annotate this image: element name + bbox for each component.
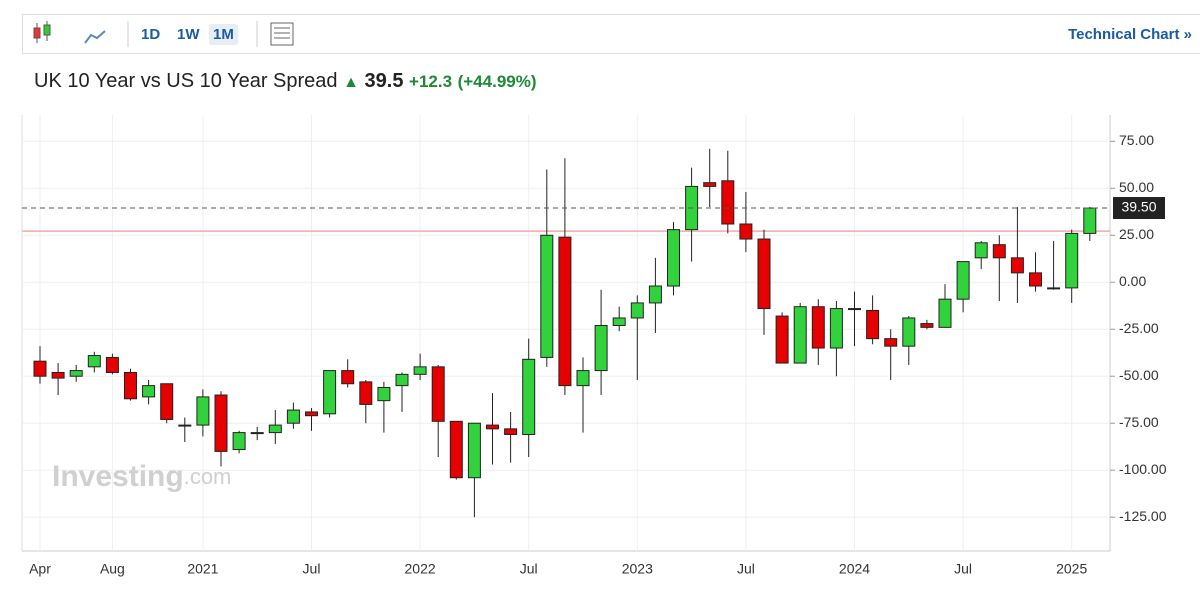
candle-body	[51, 371, 65, 379]
candle-body	[359, 381, 373, 405]
candle-body	[793, 306, 807, 364]
y-tick-label: -25.00	[1119, 320, 1159, 336]
candle-body	[160, 383, 174, 420]
watermark-suffix: .com	[184, 464, 232, 489]
candle-body	[866, 309, 880, 340]
candle-body	[486, 424, 499, 430]
candle-body	[1047, 287, 1061, 290]
candle-body	[87, 355, 101, 368]
candle-body	[630, 302, 644, 319]
header: UK 10 Year vs US 10 Year Spread ▲ 39.5 +…	[34, 70, 537, 93]
candle-body	[105, 356, 119, 373]
candle-body	[33, 360, 47, 377]
x-tick-label: Apr	[29, 561, 51, 577]
change: +12.3	[409, 72, 453, 91]
change-pct: (+44.99%)	[457, 72, 537, 91]
candle-body	[1029, 272, 1042, 287]
candle-body	[124, 371, 137, 400]
candle-body	[576, 370, 590, 387]
y-tick-label: -50.00	[1119, 367, 1159, 383]
candle-body	[558, 236, 572, 387]
candle-body	[938, 298, 952, 328]
y-tick-label: 50.00	[1119, 179, 1154, 195]
candle-body	[286, 409, 300, 424]
y-tick-label: 75.00	[1119, 132, 1154, 148]
last-price-label: 39.50	[1121, 199, 1156, 215]
candle-body	[377, 387, 391, 402]
x-tick-label: Jul	[303, 561, 321, 577]
candle-body	[142, 385, 156, 398]
candle-body	[178, 424, 192, 427]
candle-body	[1083, 207, 1097, 234]
technical-chart-link[interactable]: Technical Chart »	[1068, 26, 1192, 43]
candle-body	[305, 411, 318, 417]
candle-body	[323, 370, 337, 415]
x-tick-label: 2023	[622, 561, 653, 577]
candle-body	[69, 370, 83, 377]
candle-body	[703, 182, 717, 187]
candle-body	[757, 238, 771, 310]
candle-body	[612, 317, 626, 326]
interval-button[interactable]: 1W	[177, 26, 200, 43]
candle-body	[974, 242, 988, 259]
candle-body	[956, 261, 970, 300]
toolbar-icons	[33, 21, 129, 47]
candle-body	[648, 285, 662, 304]
x-tick-label: 2025	[1056, 561, 1087, 577]
x-tick-label: Jul	[737, 561, 755, 577]
price: 39.5	[364, 70, 404, 92]
candle-body	[1065, 232, 1079, 289]
toolbar: 1D 1W 1M Technical Chart »	[22, 14, 1200, 54]
candle-body	[848, 308, 861, 311]
candle-body	[268, 424, 282, 434]
candle-body	[667, 229, 680, 287]
up-arrow: ▲	[343, 74, 359, 91]
candle-body	[1010, 257, 1024, 274]
x-tick-label: Jul	[954, 561, 972, 577]
title: UK 10 Year vs US 10 Year Spread	[34, 70, 338, 92]
watermark: Investing.com	[52, 460, 231, 493]
interval-button[interactable]: 1D	[141, 26, 161, 43]
candle-body	[449, 420, 463, 479]
candle-body	[214, 394, 228, 452]
candle-body	[594, 324, 608, 372]
x-tick-label: Aug	[100, 561, 125, 577]
candle-body	[341, 370, 355, 385]
layout-icon[interactable]	[255, 15, 295, 53]
candle-body	[232, 432, 246, 451]
candle-body	[739, 223, 753, 240]
y-tick-label: 25.00	[1119, 226, 1154, 242]
candle-body	[431, 366, 445, 422]
candle-body	[811, 306, 825, 349]
x-tick-label: Jul	[520, 561, 538, 577]
x-tick-label: 2022	[405, 561, 436, 577]
candle-body	[920, 323, 934, 328]
y-tick-label: -100.00	[1119, 461, 1167, 477]
x-tick-label: 2024	[839, 561, 870, 577]
candle-body	[196, 396, 210, 426]
interval-button[interactable]: 1M	[209, 24, 238, 45]
x-tick-label: 2021	[187, 561, 218, 577]
candle-body	[775, 315, 789, 364]
y-tick-label: -125.00	[1119, 508, 1167, 524]
candle-body	[685, 185, 699, 231]
candle-body	[504, 428, 518, 435]
candle-body	[902, 317, 916, 347]
candle-body	[250, 432, 264, 435]
y-tick-label: -75.00	[1119, 414, 1159, 430]
candle-body	[467, 422, 481, 479]
candle-body	[395, 373, 409, 387]
y-tick-label: 0.00	[1119, 273, 1146, 289]
candle-body	[992, 244, 1006, 259]
last-price-box	[1113, 197, 1165, 220]
candle-body	[721, 180, 735, 225]
candle-body	[522, 358, 536, 435]
candle-body	[829, 308, 843, 349]
candle-body	[413, 366, 427, 375]
candle-body	[884, 338, 898, 347]
candle-body	[540, 234, 554, 358]
